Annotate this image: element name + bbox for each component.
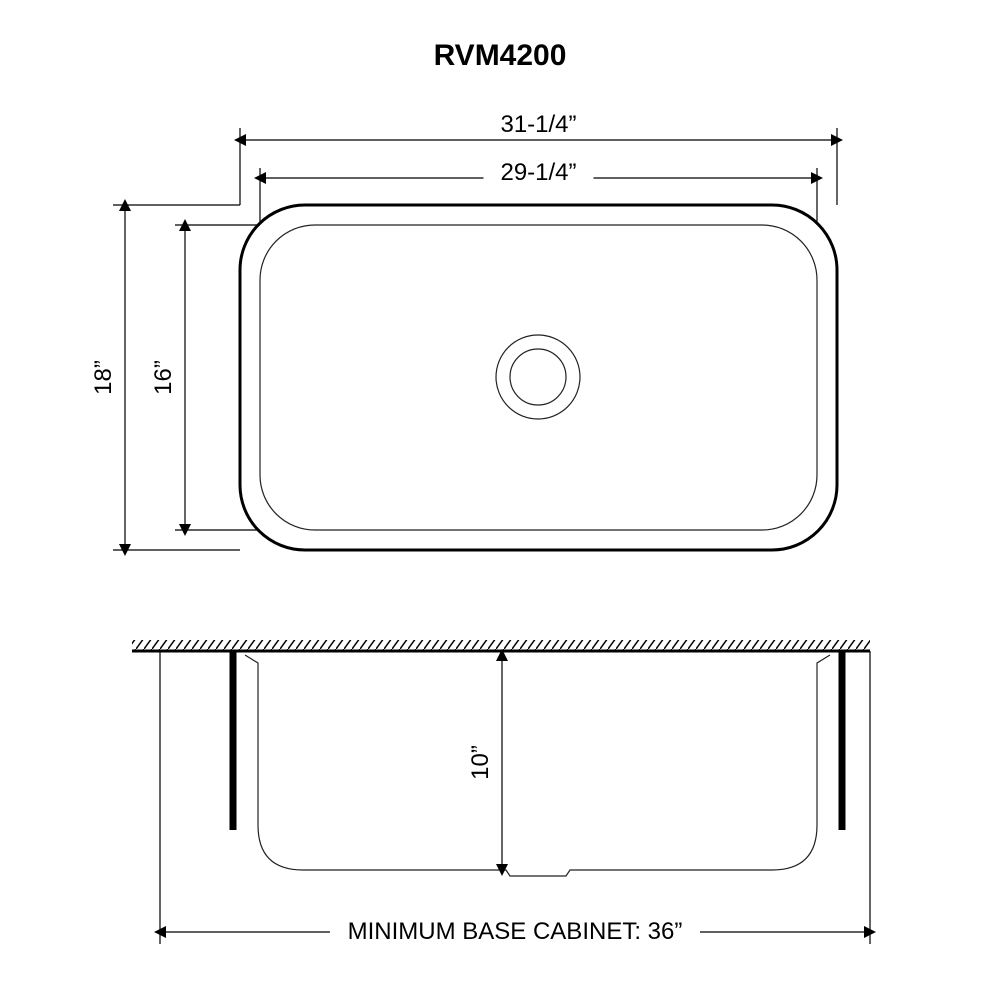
dim-depth-label: 10” (467, 745, 494, 780)
dim-outer-width-label: 31-1/4” (500, 111, 576, 138)
bowl-profile (245, 655, 830, 876)
dim-outer-height-label: 18” (90, 360, 117, 395)
product-title: RVM4200 (434, 39, 567, 72)
drain-outer (496, 335, 580, 419)
sink-inner-bowl (260, 225, 817, 530)
dim-inner-height-label: 16” (150, 360, 177, 395)
dim-cabinet-label: MINIMUM BASE CABINET: 36” (348, 918, 683, 945)
countertop-hatch (132, 640, 870, 651)
dim-inner-width-label: 29-1/4” (500, 159, 576, 186)
drain-inner (510, 349, 566, 405)
sink-outer-rim (240, 205, 837, 550)
